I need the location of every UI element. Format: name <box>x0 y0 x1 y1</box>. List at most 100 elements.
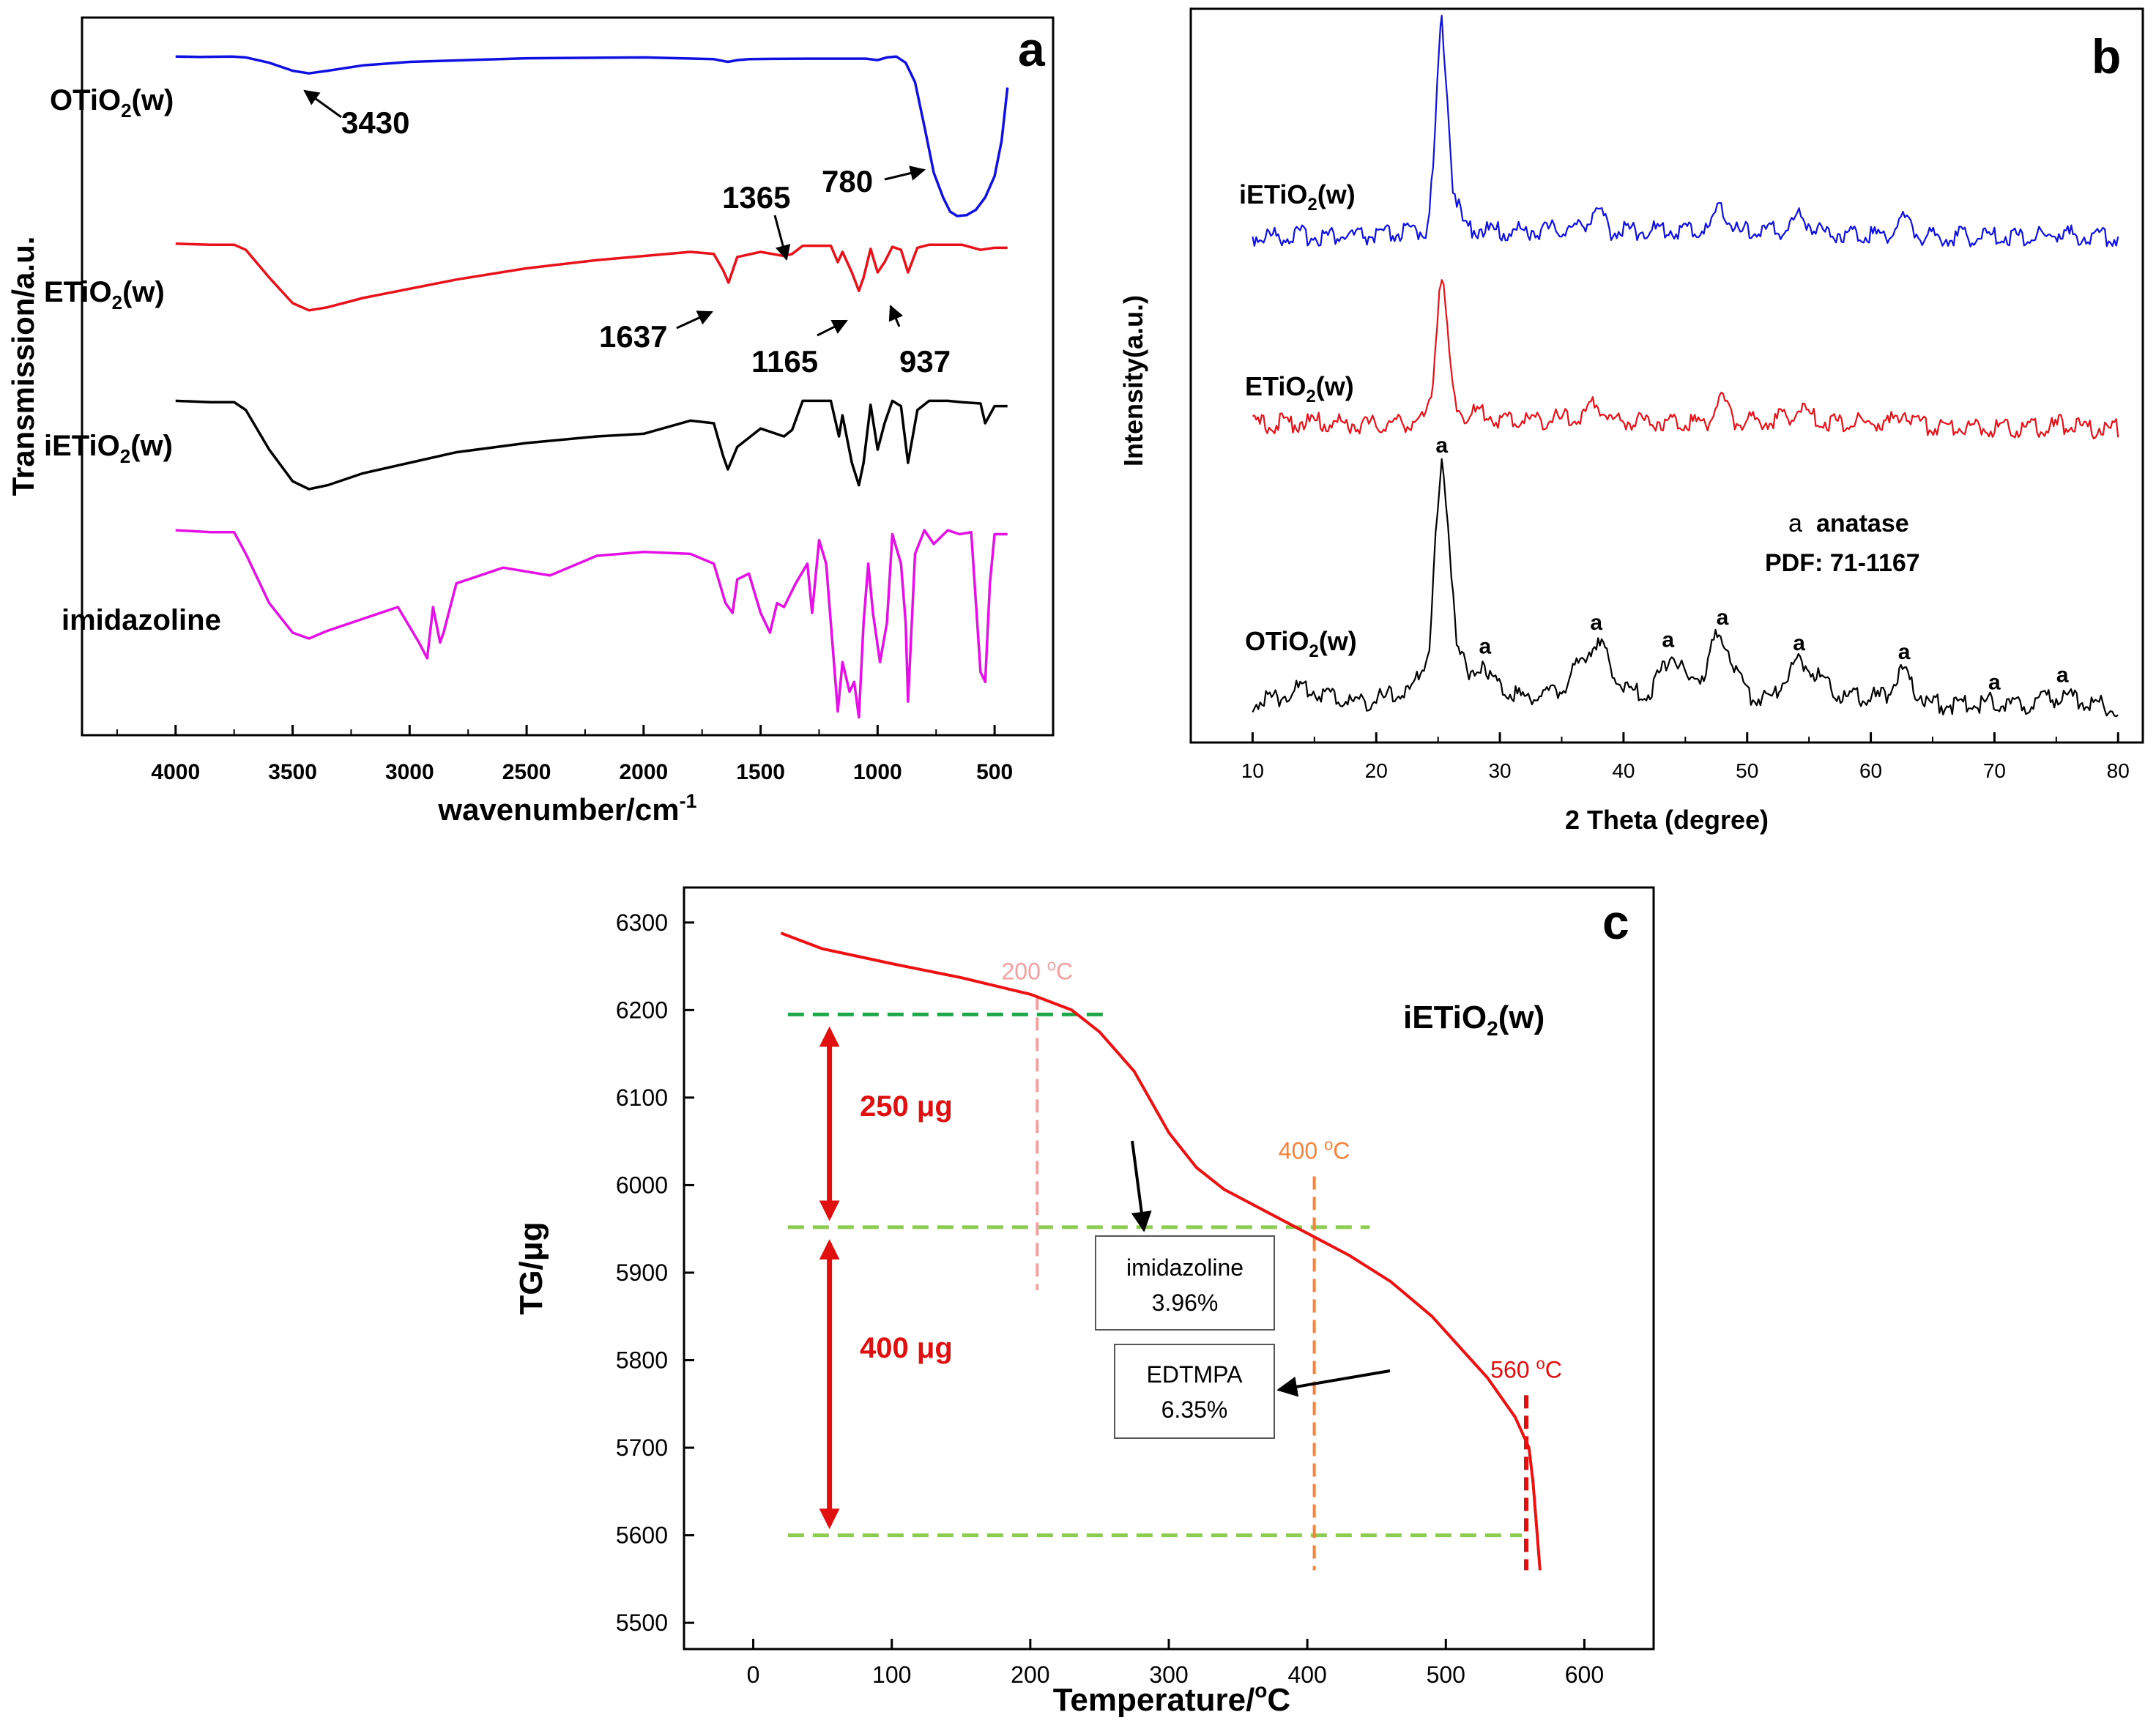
mass-400: 400 μg <box>860 1332 953 1364</box>
peak-letter: a <box>1793 631 1805 655</box>
arrow-edtmpa <box>1276 1369 1391 1397</box>
tick-label: 400 <box>1287 1662 1326 1688</box>
tick-label: 5600 <box>616 1522 668 1549</box>
box-imidazoline-line1: imidazoline <box>1126 1254 1244 1281</box>
legend-pdf: PDF: 71-1167 <box>1765 549 1920 577</box>
panel-c-ylabel: TG/μg <box>513 1221 549 1314</box>
panel-c-guides: 200 oC 400 oC 560 oC <box>787 956 1562 1571</box>
tick-label: 5500 <box>616 1610 668 1636</box>
peak-letter: a <box>1717 606 1729 630</box>
tick-label: 300 <box>1149 1662 1188 1688</box>
series-line-etio2(w) <box>1252 279 2119 439</box>
panel-a-plot <box>175 55 1009 719</box>
tick-label: 6200 <box>616 997 668 1023</box>
tick-label: 2000 <box>619 760 668 784</box>
panel-b: 10 20 30 40 50 60 70 80 b 2 Theta (degree) Inte… <box>1118 7 2144 835</box>
series-line-ietio2(w) <box>1252 15 2119 248</box>
marker-label: 200 oC <box>1001 956 1073 984</box>
marker-label: 400 oC <box>1279 1135 1350 1164</box>
label-ietio2-b: iETiO2(w) <box>1239 179 1356 215</box>
tick-label: 6000 <box>616 1172 668 1198</box>
tick-label: 5700 <box>616 1435 668 1461</box>
series-line-etio2(w) <box>175 242 1008 312</box>
panel-b-plot <box>1252 15 2119 718</box>
arrow-3430 <box>303 89 342 119</box>
tick-label: 1500 <box>736 760 785 784</box>
arrow-1637 <box>676 310 713 330</box>
box-imidazoline-frame <box>1095 1235 1275 1331</box>
panel-c-ticks: 0 100 200 300 400 500 600 5500 5600 5700 5800 5900 6… <box>616 909 1604 1688</box>
box-edtmpa: EDTMPA 6.35% <box>1114 1344 1275 1439</box>
tick-label: 4000 <box>151 760 200 784</box>
tick-label: 500 <box>1427 1662 1465 1688</box>
label-etio2-a: ETiO2(w) <box>44 276 165 313</box>
legend-anatase: anatase <box>1816 510 1909 537</box>
arrow-1365 <box>773 215 791 261</box>
label-otio2-a: OTiO2(w) <box>50 84 174 122</box>
tick-label: 5800 <box>616 1347 668 1374</box>
panel-c: 200 oC 400 oC 560 oC 0 100 200 300 400 500 600 55… <box>513 886 1655 1718</box>
box-imidazoline-line2: 3.96% <box>1152 1290 1219 1316</box>
label-otio2-b: OTiO2(w) <box>1245 626 1357 661</box>
panel-b-xlabel: 2 Theta (degree) <box>1565 805 1769 835</box>
tick-label: 1000 <box>853 760 902 784</box>
box-imidazoline: imidazoline 3.96% <box>1095 1235 1275 1331</box>
box-edtmpa-line1: EDTMPA <box>1147 1361 1244 1388</box>
tick-label: 6300 <box>616 909 668 936</box>
label-etio2-b: ETiO2(w) <box>1245 371 1354 406</box>
tick-label: 80 <box>2107 759 2130 782</box>
peak-letter: a <box>1590 611 1602 635</box>
tick-label: 600 <box>1565 1662 1604 1688</box>
marker-label: 560 oC <box>1490 1354 1562 1383</box>
tick-label: 20 <box>1365 759 1388 782</box>
annotation-1637: 1637 <box>599 319 667 354</box>
annotation-3430: 3430 <box>341 105 409 140</box>
panel-c-series-label: iETiO2(w) <box>1403 1000 1544 1040</box>
tick-label: 0 <box>747 1662 760 1688</box>
mass-250: 250 μg <box>860 1090 953 1123</box>
tick-label: 500 <box>976 760 1013 784</box>
panel-a-xticks: 4000 3500 3000 2500 2000 1500 1000 500 <box>116 725 1054 784</box>
tick-label: 100 <box>872 1662 911 1688</box>
series-line-otio2(w) <box>1252 458 2119 718</box>
box-edtmpa-line2: 6.35% <box>1161 1396 1228 1423</box>
tick-label: 5900 <box>616 1259 668 1286</box>
panel-b-frame <box>1189 7 2144 744</box>
label-ietio2-a: iETiO2(w) <box>44 430 173 467</box>
tick-label: 200 <box>1011 1662 1049 1688</box>
series-line-ietio2(w) <box>175 399 1008 491</box>
tick-label: 6100 <box>616 1084 668 1111</box>
peak-letter: a <box>1435 434 1448 458</box>
tick-label: 60 <box>1859 759 1882 782</box>
annotation-1165: 1165 <box>751 344 818 379</box>
tick-label: 3500 <box>268 760 317 784</box>
peak-letter: a <box>1898 640 1911 664</box>
tick-label: 70 <box>1983 759 2006 782</box>
annotation-937: 937 <box>899 344 951 379</box>
panel-a: 4000 3500 3000 2500 2000 1500 1000 500 a wavenu… <box>6 16 1055 827</box>
label-imidazoline-a: imidazoline <box>62 604 221 636</box>
peak-letters: a a a a a a a a a <box>1435 434 2069 695</box>
series-line-tg <box>780 931 1542 1571</box>
arrow-imidazoline <box>1131 1140 1152 1232</box>
tick-label: 3000 <box>385 760 434 784</box>
panel-a-frame <box>81 16 1055 737</box>
tick-label: 50 <box>1736 759 1758 782</box>
panel-b-ylabel: Intensity(a.u.) <box>1118 295 1148 466</box>
series-line-otio2(w) <box>175 55 1009 217</box>
arrow-1165 <box>817 319 848 337</box>
peak-letter: a <box>1479 634 1491 658</box>
annotation-780: 780 <box>822 164 873 198</box>
panel-a-xlabel: wavenumber/cm-1 <box>437 790 696 827</box>
series-line-imidazoline <box>175 529 1008 719</box>
arrow-780 <box>884 165 926 181</box>
peak-letter: a <box>1662 628 1674 652</box>
peak-letter: a <box>1988 671 2001 695</box>
legend-letter-a: a <box>1788 510 1802 537</box>
tick-label: 40 <box>1612 759 1635 782</box>
peak-letter: a <box>2056 663 2069 688</box>
box-edtmpa-frame <box>1114 1344 1275 1439</box>
panel-c-letter: c <box>1602 895 1629 949</box>
panel-a-letter: a <box>1018 22 1046 76</box>
